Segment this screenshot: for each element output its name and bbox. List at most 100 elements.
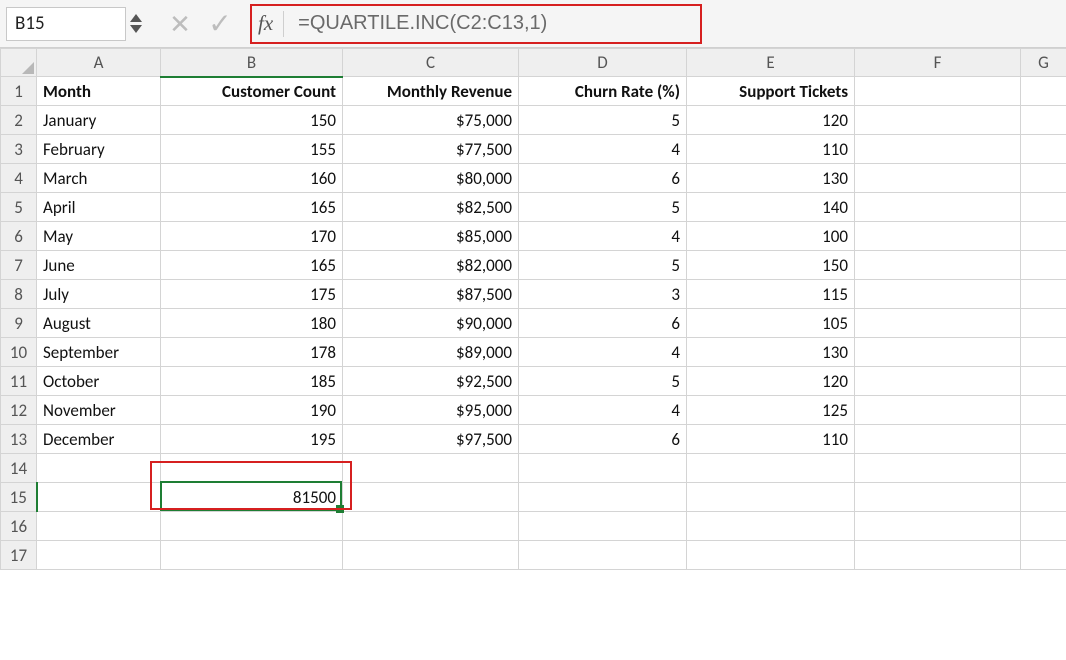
cell[interactable] <box>1021 77 1066 106</box>
cell[interactable]: 4 <box>519 396 687 425</box>
cell[interactable] <box>37 541 161 570</box>
cell[interactable]: 6 <box>519 164 687 193</box>
cell[interactable]: February <box>37 135 161 164</box>
row-header[interactable]: 6 <box>1 222 37 251</box>
cell[interactable]: 140 <box>687 193 855 222</box>
cell[interactable]: June <box>37 251 161 280</box>
cell[interactable]: August <box>37 309 161 338</box>
cell[interactable]: 110 <box>687 425 855 454</box>
cell[interactable] <box>687 454 855 483</box>
cell[interactable] <box>1021 512 1066 541</box>
cell[interactable] <box>855 367 1021 396</box>
cell[interactable]: $92,500 <box>343 367 519 396</box>
cell[interactable]: 4 <box>519 222 687 251</box>
cell[interactable] <box>855 164 1021 193</box>
cell[interactable] <box>855 338 1021 367</box>
cell[interactable]: 120 <box>687 367 855 396</box>
cell[interactable]: $82,000 <box>343 251 519 280</box>
cell[interactable]: $90,000 <box>343 309 519 338</box>
cell[interactable] <box>855 309 1021 338</box>
cell[interactable]: October <box>37 367 161 396</box>
cell[interactable] <box>343 512 519 541</box>
cell[interactable] <box>855 541 1021 570</box>
col-header-B[interactable]: B <box>161 49 343 77</box>
cell[interactable]: $80,000 <box>343 164 519 193</box>
cell[interactable]: 6 <box>519 425 687 454</box>
row-header[interactable]: 16 <box>1 512 37 541</box>
cell[interactable] <box>37 483 161 512</box>
cell[interactable]: 150 <box>687 251 855 280</box>
cell[interactable]: 100 <box>687 222 855 251</box>
row-header[interactable]: 1 <box>1 77 37 106</box>
cell[interactable]: 110 <box>687 135 855 164</box>
cell[interactable] <box>1021 164 1066 193</box>
cell[interactable]: March <box>37 164 161 193</box>
row-header[interactable]: 15 <box>1 483 37 512</box>
cell[interactable] <box>855 280 1021 309</box>
cell[interactable] <box>855 251 1021 280</box>
cell[interactable] <box>855 512 1021 541</box>
cell[interactable] <box>343 483 519 512</box>
select-all-corner[interactable] <box>1 49 37 77</box>
row-header[interactable]: 9 <box>1 309 37 338</box>
cell[interactable] <box>1021 425 1066 454</box>
cell[interactable]: 3 <box>519 280 687 309</box>
spreadsheet-grid[interactable]: A B C D E F G 1 Month Customer Count Mon… <box>0 48 1066 660</box>
cell[interactable]: 81500 <box>161 483 343 512</box>
col-header-A[interactable]: A <box>37 49 161 77</box>
cell[interactable]: Support Tickets <box>687 77 855 106</box>
cell[interactable]: 185 <box>161 367 343 396</box>
cell[interactable] <box>519 541 687 570</box>
cell[interactable] <box>1021 396 1066 425</box>
cell[interactable]: 5 <box>519 251 687 280</box>
cell[interactable] <box>1021 251 1066 280</box>
cell[interactable] <box>1021 483 1066 512</box>
cell[interactable]: $82,500 <box>343 193 519 222</box>
cell[interactable]: 165 <box>161 251 343 280</box>
cell[interactable]: $97,500 <box>343 425 519 454</box>
cell[interactable] <box>343 454 519 483</box>
cell[interactable] <box>37 454 161 483</box>
cell[interactable] <box>1021 309 1066 338</box>
cell[interactable]: Customer Count <box>161 77 343 106</box>
cell[interactable]: Churn Rate (%) <box>519 77 687 106</box>
col-header-C[interactable]: C <box>343 49 519 77</box>
cell[interactable]: 180 <box>161 309 343 338</box>
name-box-stepper[interactable] <box>130 14 142 33</box>
cell[interactable]: December <box>37 425 161 454</box>
cell[interactable] <box>1021 280 1066 309</box>
cell[interactable]: 190 <box>161 396 343 425</box>
cell[interactable]: 115 <box>687 280 855 309</box>
row-header[interactable]: 13 <box>1 425 37 454</box>
cell[interactable] <box>1021 222 1066 251</box>
cell[interactable] <box>343 541 519 570</box>
cell[interactable]: $95,000 <box>343 396 519 425</box>
cell[interactable]: 5 <box>519 106 687 135</box>
cell[interactable]: 170 <box>161 222 343 251</box>
cell[interactable]: 155 <box>161 135 343 164</box>
cell[interactable] <box>687 512 855 541</box>
cell[interactable]: 125 <box>687 396 855 425</box>
row-header[interactable]: 17 <box>1 541 37 570</box>
cell[interactable]: 6 <box>519 309 687 338</box>
fx-label[interactable]: fx <box>258 11 273 36</box>
cell[interactable]: Month <box>37 77 161 106</box>
cell[interactable]: 165 <box>161 193 343 222</box>
cell[interactable]: 5 <box>519 193 687 222</box>
cell[interactable]: $85,000 <box>343 222 519 251</box>
col-header-F[interactable]: F <box>855 49 1021 77</box>
cell[interactable]: 150 <box>161 106 343 135</box>
col-header-G[interactable]: G <box>1021 49 1066 77</box>
cell[interactable] <box>1021 454 1066 483</box>
name-box[interactable]: B15 <box>6 7 126 41</box>
cell[interactable]: Monthly Revenue <box>343 77 519 106</box>
cell[interactable] <box>1021 106 1066 135</box>
col-header-E[interactable]: E <box>687 49 855 77</box>
cell[interactable]: $89,000 <box>343 338 519 367</box>
cell[interactable]: 195 <box>161 425 343 454</box>
row-header[interactable]: 10 <box>1 338 37 367</box>
chevron-down-icon[interactable] <box>130 25 142 33</box>
cell[interactable]: May <box>37 222 161 251</box>
cell[interactable]: 130 <box>687 338 855 367</box>
cell[interactable]: 105 <box>687 309 855 338</box>
